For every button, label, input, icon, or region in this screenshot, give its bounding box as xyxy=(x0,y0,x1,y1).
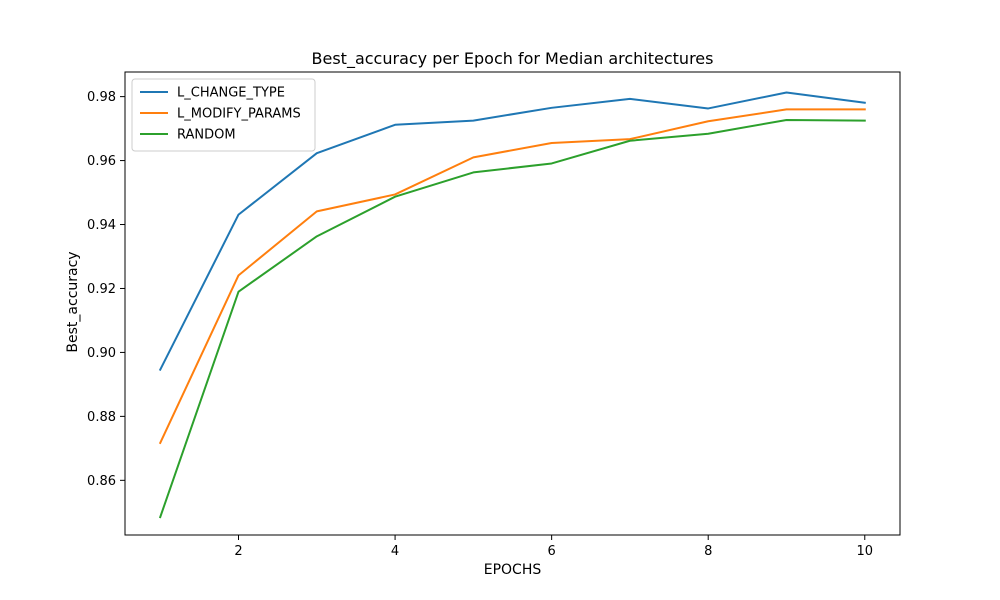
x-tick-label: 6 xyxy=(548,544,556,559)
x-tick-label: 2 xyxy=(234,544,242,559)
series-line-l-modify-params xyxy=(158,108,866,445)
x-axis-label: EPOCHS xyxy=(484,562,542,578)
x-tick-label: 4 xyxy=(391,544,399,559)
plot-area: 2 4 6 8 10 0.86 0.88 0.90 0.92 0.94 0.96 0.98 L_CHAN… xyxy=(87,71,901,559)
legend-box xyxy=(131,78,316,152)
y-tick-label: 0.88 xyxy=(87,410,116,425)
y-tick-label: 0.94 xyxy=(87,218,116,233)
legend-label: L_MODIFY_PARAMS xyxy=(177,107,301,122)
axes-frame xyxy=(124,71,901,536)
legend-label: RANDOM xyxy=(177,128,236,143)
chart-title: Best_accuracy per Epoch for Median archi… xyxy=(312,49,714,69)
y-axis-label: Best_accuracy xyxy=(65,251,81,352)
y-tick-label: 0.96 xyxy=(87,154,116,169)
x-tick-label: 8 xyxy=(704,544,712,559)
series-line-l-change-type xyxy=(158,91,866,372)
x-tick-label: 10 xyxy=(856,544,873,559)
series-line-random xyxy=(158,118,866,519)
y-tick-label: 0.86 xyxy=(87,474,116,489)
y-tick-label: 0.92 xyxy=(87,282,116,297)
legend-label: L_CHANGE_TYPE xyxy=(177,86,285,101)
y-tick-label: 0.98 xyxy=(87,90,116,105)
y-tick-label: 0.90 xyxy=(87,346,116,361)
